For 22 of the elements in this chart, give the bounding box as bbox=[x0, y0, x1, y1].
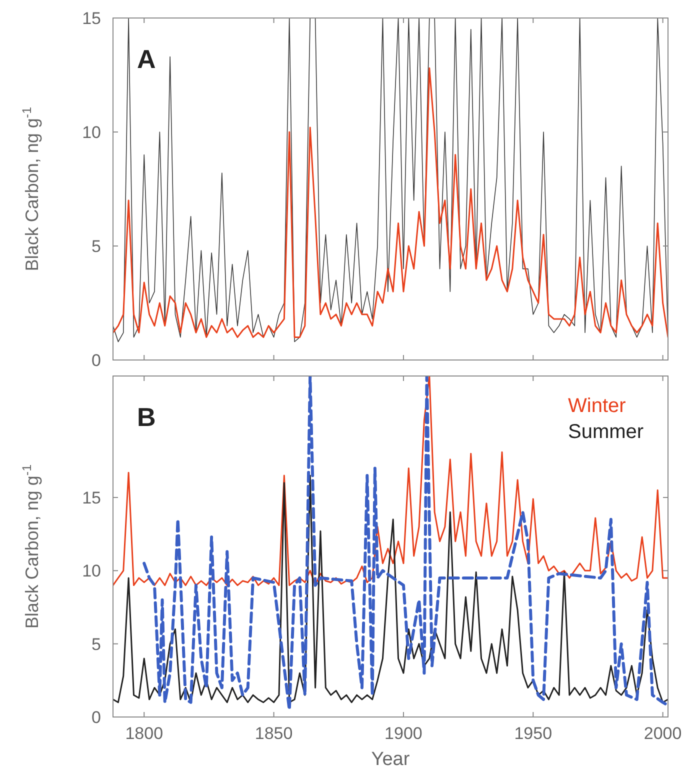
y-tick-label: 10 bbox=[82, 562, 101, 581]
y-tick-label: 0 bbox=[92, 708, 101, 727]
text: Winter bbox=[568, 395, 626, 417]
line-series bbox=[113, 376, 668, 586]
y-tick-label: 10 bbox=[82, 122, 101, 142]
y-tick-label: 5 bbox=[92, 634, 101, 654]
x-tick-label: 1950 bbox=[514, 724, 552, 743]
x-tick-label: 1850 bbox=[254, 724, 293, 743]
x-tick-label: 1800 bbox=[125, 724, 164, 743]
line-series bbox=[113, 474, 668, 704]
x-tick-label: 2000 bbox=[644, 724, 682, 743]
y-tick-label: 15 bbox=[82, 8, 101, 28]
text: Summer bbox=[568, 421, 644, 443]
y-tick-label: 5 bbox=[92, 236, 101, 256]
x-tick-label: 1900 bbox=[384, 724, 422, 743]
y-tick-label: 0 bbox=[92, 350, 101, 370]
line-series bbox=[113, 18, 668, 342]
annotation: A bbox=[137, 44, 156, 74]
x-axis-title: Year bbox=[371, 749, 410, 770]
y-tick-label: 15 bbox=[82, 488, 101, 508]
line-series bbox=[113, 67, 668, 338]
annotation: B bbox=[137, 402, 156, 432]
